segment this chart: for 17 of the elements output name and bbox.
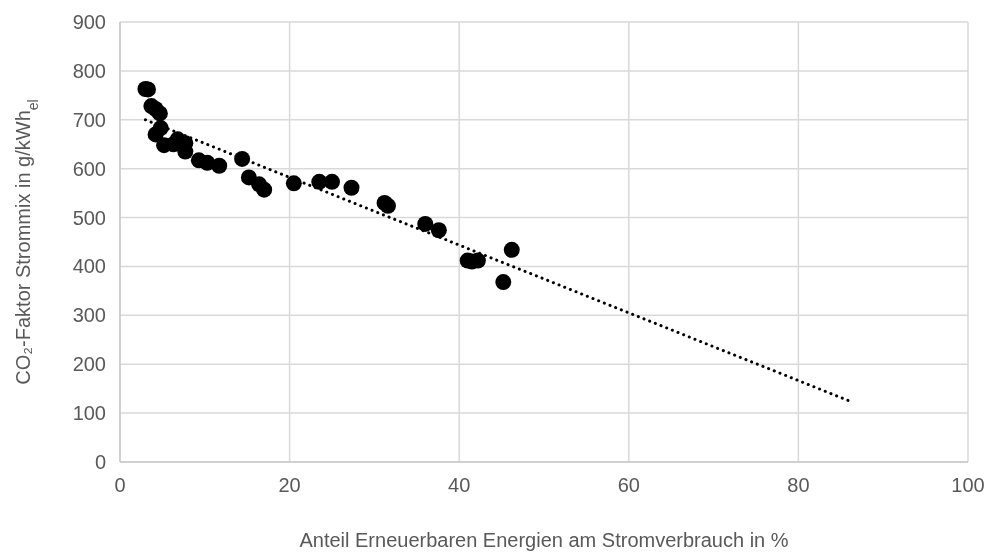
x-axis-title: Anteil Erneuerbaren Energien am Stromverbrauch in % [299,529,789,551]
x-tick-label: 80 [787,474,810,496]
y-tick-label: 800 [72,59,106,82]
x-tick-label: 20 [278,474,301,496]
y-tick-label: 700 [72,108,106,131]
y-tick-label: 300 [72,304,106,327]
x-tick-label: 0 [114,474,126,496]
y-tick-label: 200 [72,353,106,376]
y-tick-label: 900 [72,11,106,33]
x-tick-label: 60 [617,474,640,496]
y-tick-label: 500 [72,206,106,229]
x-tick-label: 100 [951,474,985,496]
y-tick-label: 600 [72,157,106,180]
y-tick-label: 400 [72,255,106,278]
y-tick-label: 100 [72,402,106,425]
y-tick-label: 0 [94,451,106,473]
x-tick-label: 40 [448,474,471,496]
